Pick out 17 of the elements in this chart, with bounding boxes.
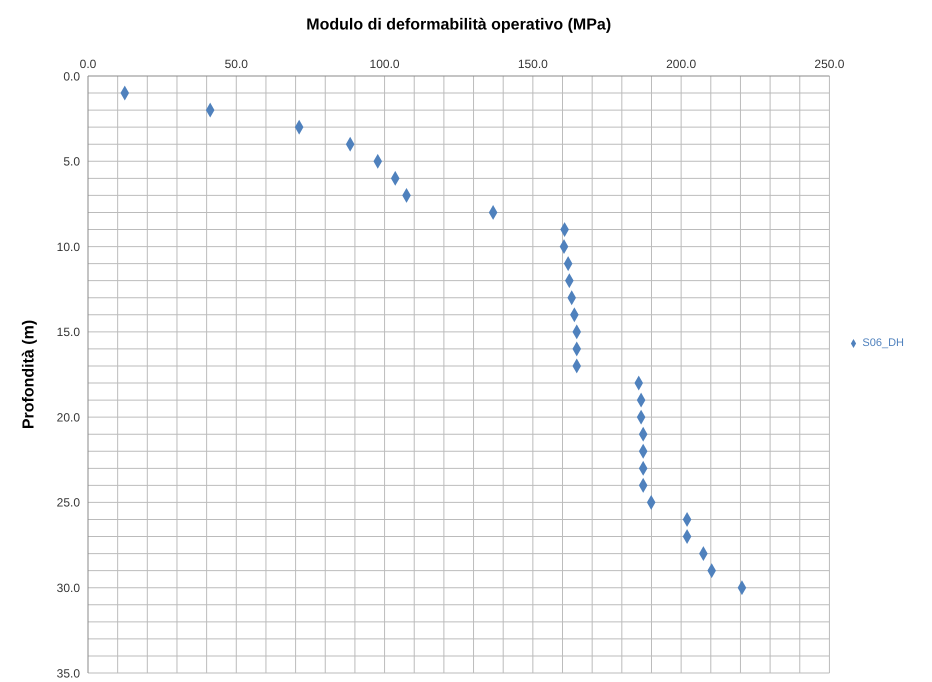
x-tick-label: 0.0 — [80, 57, 97, 71]
y-tick-label: 5.0 — [63, 154, 80, 169]
x-tick-label: 200.0 — [666, 57, 696, 71]
x-tick-label: 250.0 — [814, 57, 845, 71]
x-axis-title: Modulo di deformabilità operativo (MPa) — [306, 16, 612, 34]
y-tick-label: 15.0 — [56, 325, 80, 340]
y-axis-title: Profondità (m) — [20, 320, 38, 430]
y-tick-label: 0.0 — [63, 69, 80, 84]
legend-label: S06_DH — [862, 337, 904, 349]
y-tick-label: 20.0 — [56, 410, 80, 424]
y-tick-label: 30.0 — [56, 580, 80, 595]
y-tick-label: 25.0 — [56, 496, 80, 510]
y-tick-label: 10.0 — [56, 240, 80, 254]
x-tick-label: 150.0 — [518, 57, 548, 71]
x-tick-label: 50.0 — [224, 57, 248, 71]
y-tick-label: 35.0 — [56, 666, 80, 680]
x-tick-label: 100.0 — [370, 57, 400, 71]
